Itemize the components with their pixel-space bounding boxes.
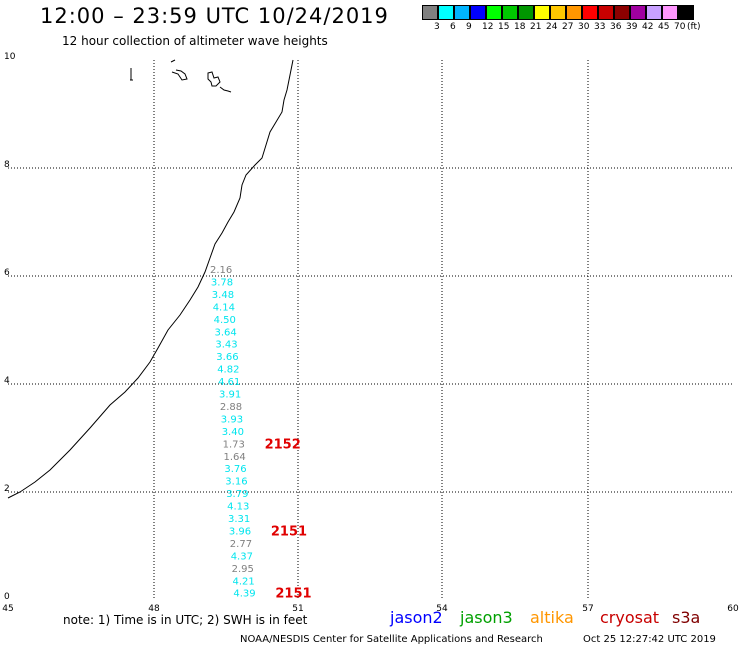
legend-swatch bbox=[630, 5, 646, 20]
y-tick-label: 0 bbox=[4, 592, 10, 602]
lat-lon-grid bbox=[8, 60, 733, 600]
legend-label: 9 bbox=[466, 22, 472, 32]
legend-label: 18 bbox=[514, 22, 526, 32]
x-tick-label: 51 bbox=[292, 604, 303, 614]
swh-value-label: 3.93 bbox=[221, 414, 243, 425]
legend-label: (ft) bbox=[687, 22, 701, 32]
footer-note: note: 1) Time is in UTC; 2) SWH is in fe… bbox=[63, 613, 308, 627]
swh-value-label: 3.43 bbox=[215, 340, 237, 351]
swh-value-label: 3.91 bbox=[219, 390, 241, 401]
island-2 bbox=[170, 59, 188, 81]
legend-swatch bbox=[438, 5, 454, 20]
coastline bbox=[7, 59, 294, 499]
legend-label: 39 bbox=[626, 22, 638, 32]
legend-swatch bbox=[598, 5, 614, 20]
legend-label: 27 bbox=[562, 22, 574, 32]
credit-text: NOAA/NESDIS Center for Satellite Applica… bbox=[240, 634, 543, 645]
legend-swatch bbox=[678, 5, 694, 20]
legend-label: 36 bbox=[610, 22, 622, 32]
map-subtitle: 12 hour collection of altimeter wave hei… bbox=[62, 34, 328, 48]
x-tick-label: 48 bbox=[148, 604, 160, 614]
y-tick-label: 10 bbox=[4, 52, 16, 62]
legend-swatch bbox=[550, 5, 566, 20]
legend-label: 15 bbox=[498, 22, 510, 32]
y-tick-label: 2 bbox=[4, 484, 10, 494]
legend-label: 33 bbox=[594, 22, 606, 32]
swh-value-label: 4.39 bbox=[233, 589, 255, 600]
map-title: 12:00 – 23:59 UTC 10/24/2019 bbox=[40, 4, 389, 28]
legend-swatch bbox=[486, 5, 502, 20]
swh-value-label: 4.82 bbox=[217, 365, 239, 376]
satellite-label-jason3: jason3 bbox=[460, 608, 513, 627]
satellite-label-jason2: jason2 bbox=[390, 608, 443, 627]
x-tick-label: 60 bbox=[727, 604, 739, 614]
island-1 bbox=[130, 68, 133, 81]
axis-tick-labels: 45 48 51 54 57 60 0 2 4 6 8 10 bbox=[2, 52, 739, 614]
altimeter-observations: 2.163.78 3.484.14 4.503.64 3.433.66 4.824.61… bbox=[210, 265, 312, 602]
legend-swatch bbox=[582, 5, 598, 20]
legend-swatch bbox=[534, 5, 550, 20]
swh-value-label: 3.78 bbox=[211, 277, 233, 288]
legend-swatch bbox=[566, 5, 582, 20]
coastline-main bbox=[7, 59, 294, 499]
pass-time-label: 2152 bbox=[265, 437, 301, 452]
satellite-label-s3a: s3a bbox=[672, 608, 701, 627]
swh-value-label: 2.77 bbox=[230, 539, 252, 550]
swh-value-label: 2.95 bbox=[232, 564, 254, 575]
legend-swatch bbox=[470, 5, 486, 20]
swh-value-label: 1.73 bbox=[223, 439, 245, 450]
legend-label: 24 bbox=[546, 22, 558, 32]
swh-value-label: 3.48 bbox=[212, 290, 234, 301]
legend-label: 21 bbox=[530, 22, 542, 32]
timestamp-text: Oct 25 12:27:42 UTC 2019 bbox=[583, 634, 716, 645]
legend-swatch bbox=[454, 5, 470, 20]
legend-label: 3 bbox=[434, 22, 440, 32]
legend-label: 42 bbox=[642, 22, 654, 32]
x-tick-label: 45 bbox=[2, 604, 13, 614]
swh-value-label: 3.76 bbox=[224, 464, 246, 475]
legend-swatch bbox=[614, 5, 630, 20]
color-scale-legend bbox=[422, 5, 694, 20]
swh-value-label: 4.21 bbox=[233, 576, 255, 587]
pass-time-label: 2151 bbox=[271, 525, 307, 540]
swh-value-label: 3.64 bbox=[215, 327, 237, 338]
swh-value-label: 3.66 bbox=[216, 352, 238, 363]
swh-value-label: 4.50 bbox=[214, 315, 236, 326]
swh-value-label: 4.61 bbox=[218, 377, 240, 388]
satellite-label-altika: altika bbox=[530, 608, 574, 627]
swh-value-label: 3.79 bbox=[226, 489, 248, 500]
y-tick-label: 4 bbox=[4, 376, 10, 386]
y-tick-label: 6 bbox=[4, 268, 10, 278]
legend-label: 6 bbox=[450, 22, 456, 32]
swh-value-label: 4.14 bbox=[213, 302, 235, 313]
pass-time-label: 2151 bbox=[275, 587, 311, 602]
swh-value-label: 3.16 bbox=[225, 477, 247, 488]
legend-label: 12 bbox=[482, 22, 494, 32]
legend-label: 30 bbox=[578, 22, 590, 32]
swh-value-label: 4.37 bbox=[231, 551, 253, 562]
swh-value-label: 3.40 bbox=[222, 427, 244, 438]
legend-swatch bbox=[518, 5, 534, 20]
swh-value-label: 3.96 bbox=[229, 527, 251, 538]
swh-value-label: 1.64 bbox=[224, 452, 246, 463]
swh-value-label: 3.31 bbox=[228, 514, 250, 525]
x-tick-label: 57 bbox=[582, 604, 593, 614]
legend-label: 45 bbox=[658, 22, 670, 32]
swh-value-label: 4.13 bbox=[227, 502, 249, 513]
legend-swatch bbox=[646, 5, 662, 20]
legend-swatch bbox=[662, 5, 678, 20]
swh-value-label: 2.16 bbox=[210, 265, 232, 276]
swh-value-label: 2.88 bbox=[220, 402, 242, 413]
x-tick-label: 54 bbox=[436, 604, 448, 614]
island-3 bbox=[207, 71, 232, 93]
legend-swatch bbox=[422, 5, 438, 20]
legend-swatch bbox=[502, 5, 518, 20]
y-tick-label: 8 bbox=[4, 160, 10, 170]
legend-label: 70 bbox=[674, 22, 686, 32]
satellite-label-cryosat: cryosat bbox=[600, 608, 660, 627]
